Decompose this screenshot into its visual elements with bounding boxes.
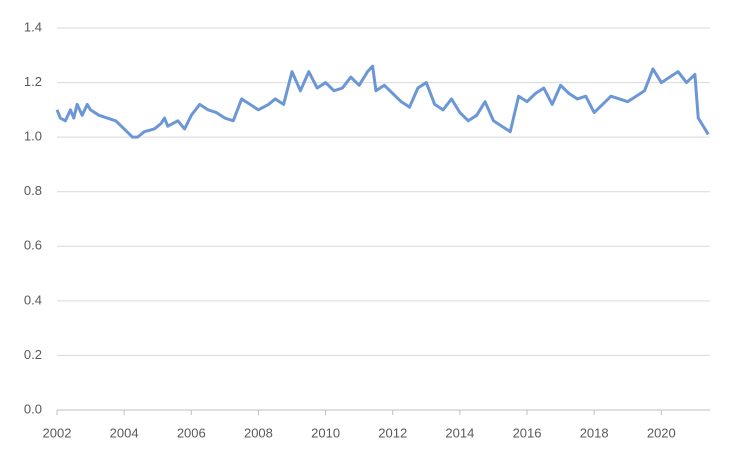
x-tick-label: 2006 [177, 425, 206, 440]
x-tick-label: 2012 [378, 425, 407, 440]
y-tick-label: 1.4 [24, 19, 42, 34]
x-tick-label: 2018 [580, 425, 609, 440]
y-tick-label: 1.2 [24, 74, 42, 89]
x-tick-label: 2020 [647, 425, 676, 440]
line-series [55, 64, 710, 139]
y-tick-label: 0.6 [24, 238, 42, 253]
x-tick-label: 2002 [43, 425, 72, 440]
x-tick-label: 2004 [110, 425, 139, 440]
x-tick-label: 2016 [513, 425, 542, 440]
y-tick-label: 0.4 [24, 292, 42, 307]
y-tick-label: 0.2 [24, 347, 42, 362]
x-tick-label: 2010 [311, 425, 340, 440]
y-tick-label: 0.8 [24, 183, 42, 198]
x-tick-label: 2014 [445, 425, 474, 440]
y-tick-label: 0.0 [24, 401, 42, 416]
y-tick-label: 1.0 [24, 129, 42, 144]
x-tick-label: 2008 [244, 425, 273, 440]
